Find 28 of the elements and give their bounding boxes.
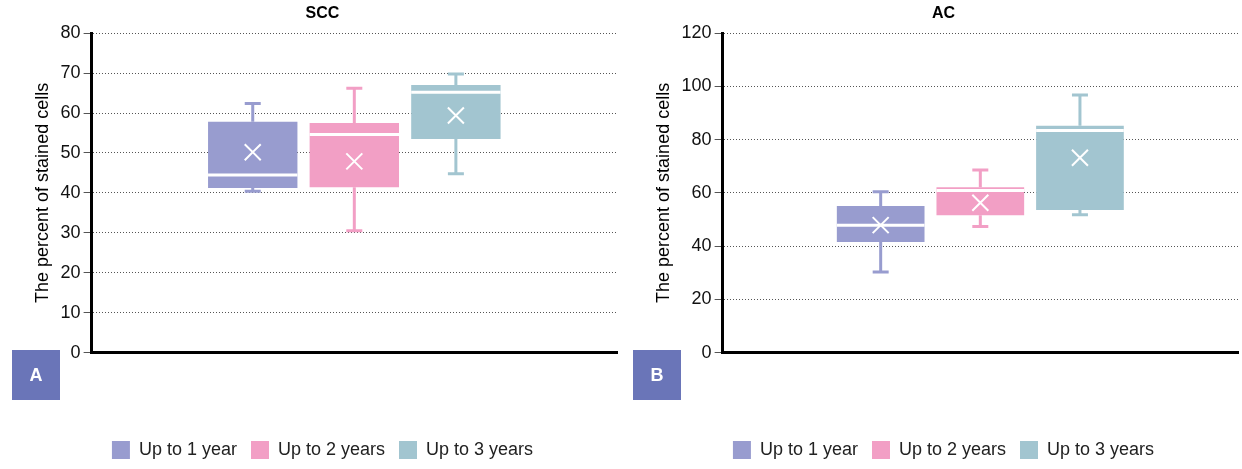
legend-label: Up to 3 years	[426, 438, 534, 459]
y-tick-label: 30	[60, 221, 81, 242]
y-tick-label: 70	[60, 62, 81, 83]
y-tick-label: 0	[701, 341, 712, 362]
y-tick-label: 60	[691, 181, 712, 202]
y-tick-label: 10	[60, 301, 81, 322]
y-tick-label: 40	[691, 235, 712, 256]
legend-label: Up to 3 years	[1047, 438, 1155, 459]
y-axis-title: The percent of stained cells	[652, 82, 673, 303]
legend-label: Up to 1 year	[759, 438, 858, 459]
y-tick-label: 120	[681, 22, 712, 43]
y-tick-label: 50	[60, 141, 81, 162]
y-tick-label: 20	[60, 261, 81, 282]
y-tick-label: 100	[681, 75, 712, 96]
y-tick-label: 80	[691, 128, 712, 149]
y-tick-label: 60	[60, 102, 81, 123]
text: B	[633, 350, 681, 400]
y-tick-label: 20	[691, 288, 712, 309]
text: A	[12, 350, 60, 400]
chart-title: SCC	[305, 4, 340, 22]
chart-title: AC	[931, 4, 956, 22]
legend-label: Up to 2 years	[277, 438, 386, 459]
y-tick-label: 40	[60, 181, 81, 202]
y-tick-label: 80	[60, 22, 81, 43]
y-axis-title: The percent of stained cells	[31, 82, 52, 303]
legend-label: Up to 1 year	[138, 438, 237, 459]
y-tick-label: 0	[70, 341, 81, 362]
legend-label: Up to 2 years	[898, 438, 1007, 459]
